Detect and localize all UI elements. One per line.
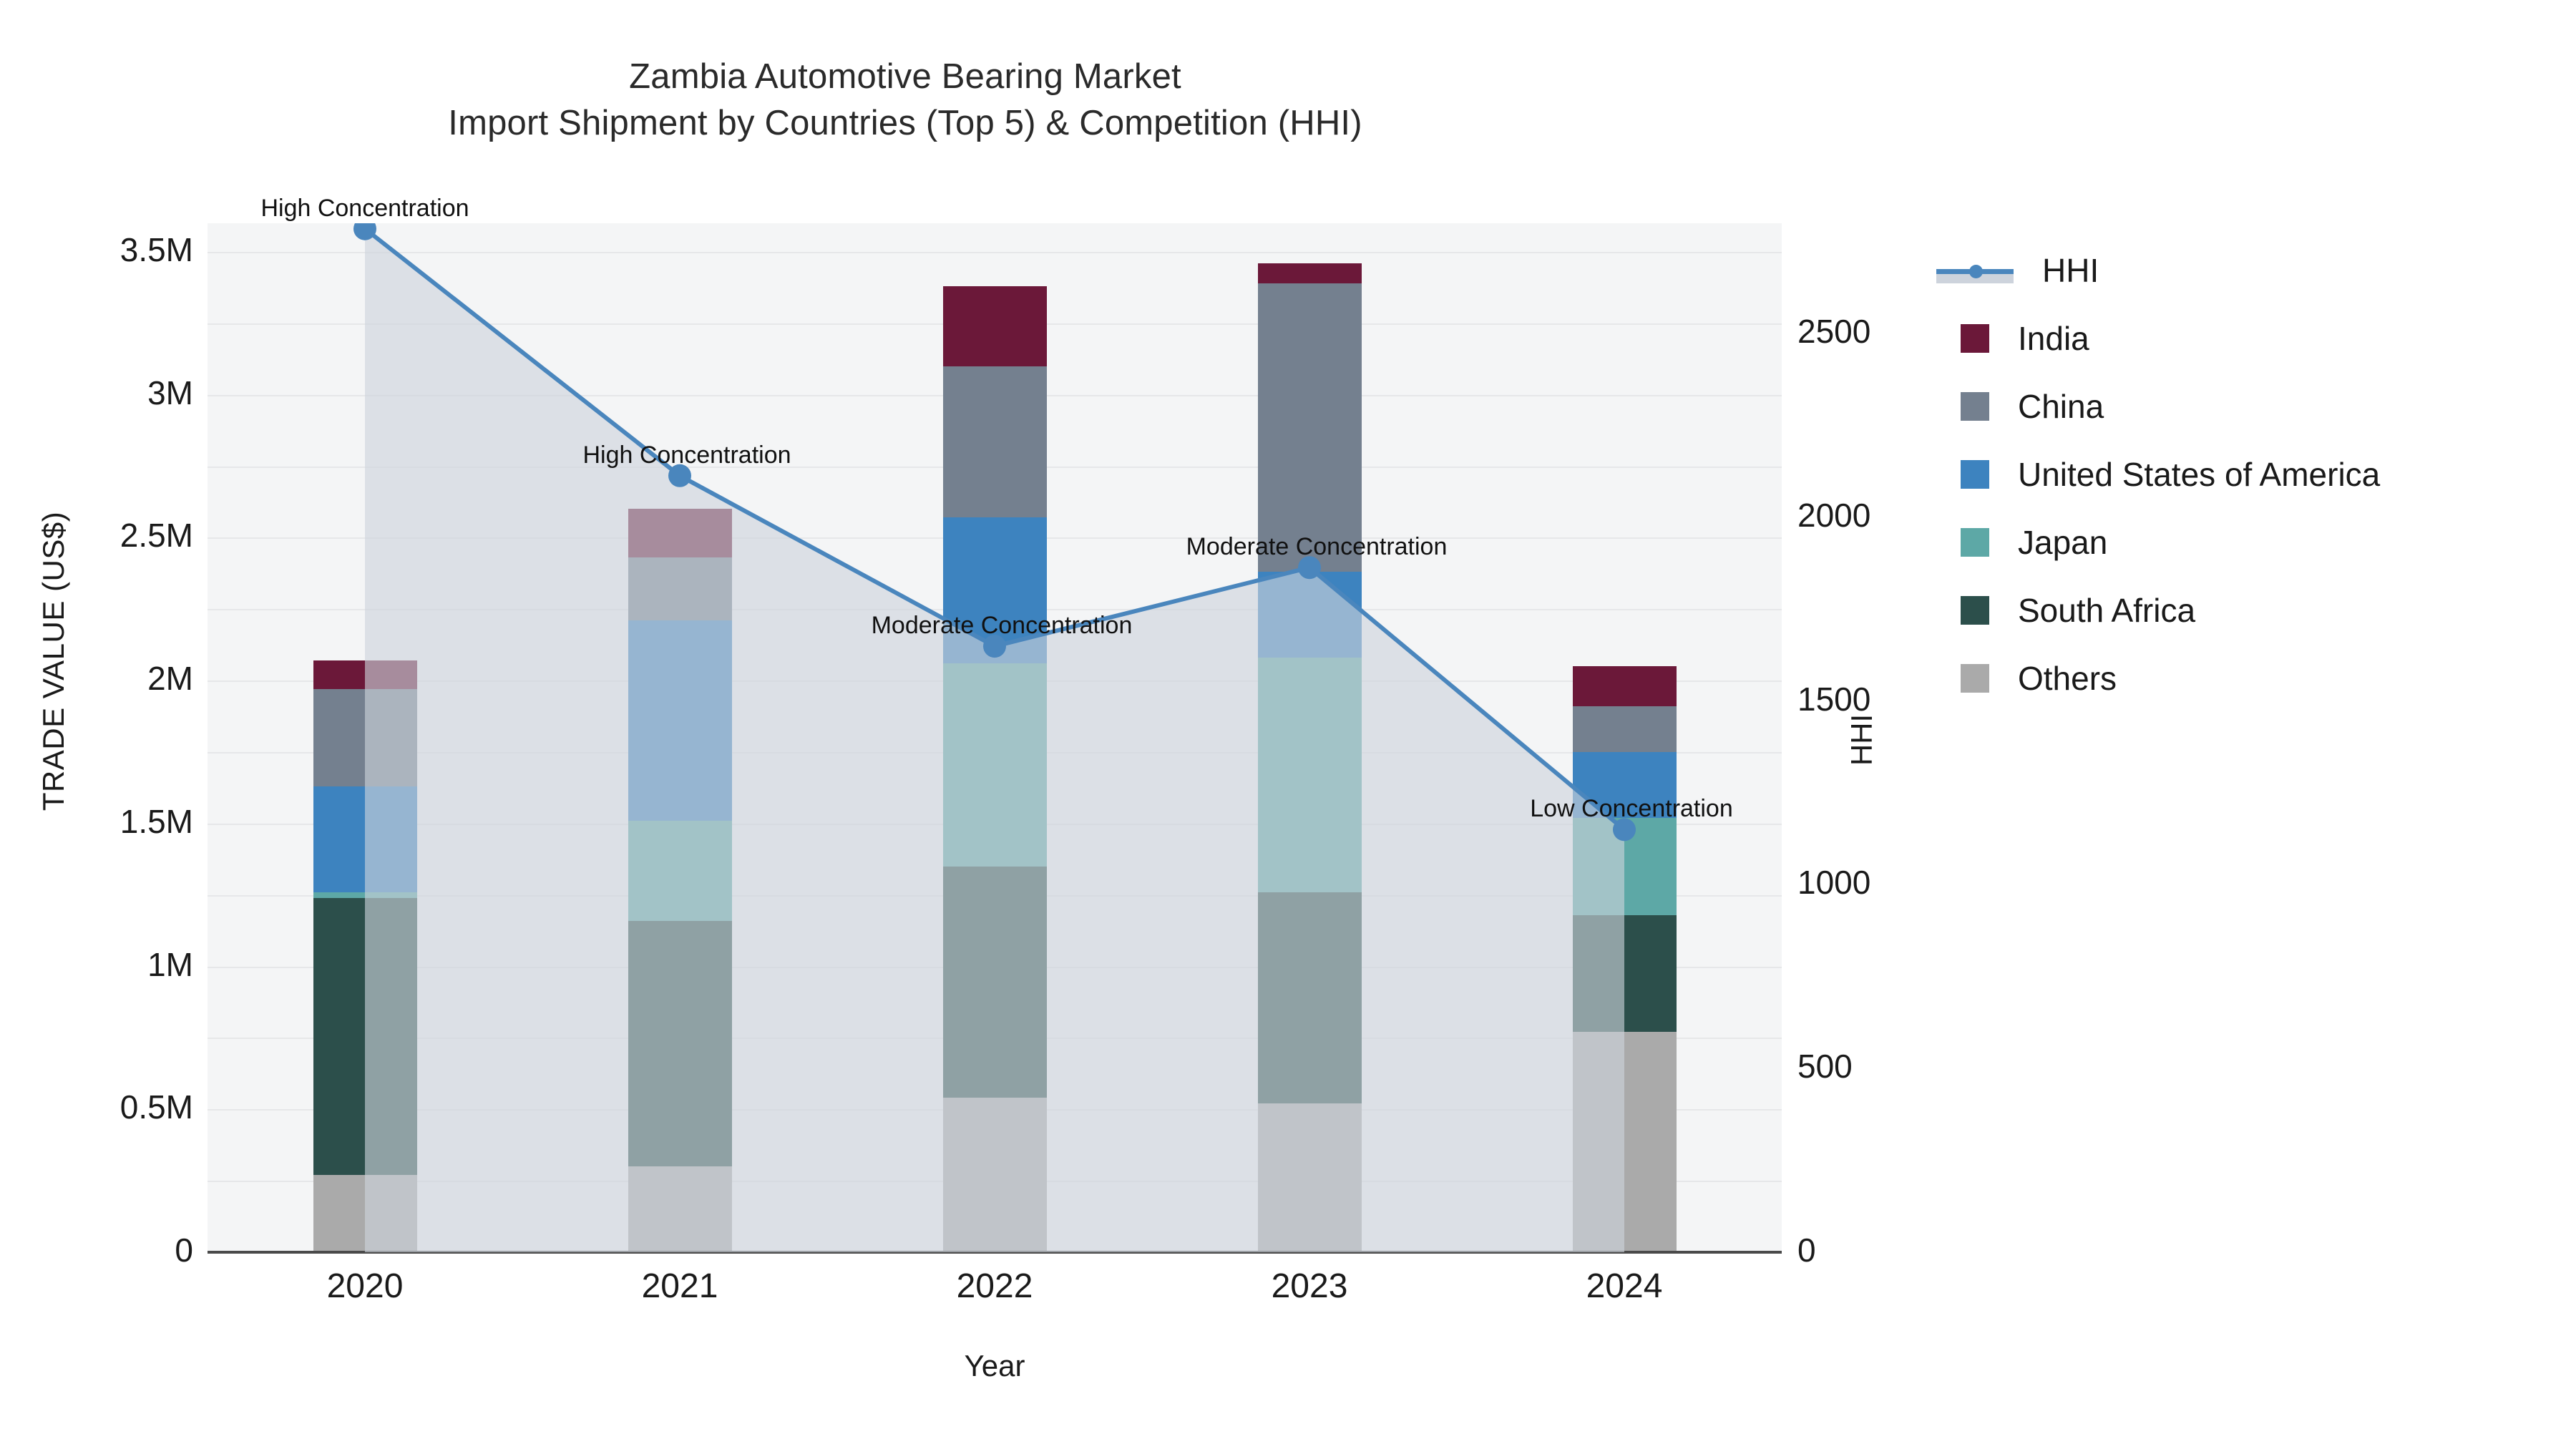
y-axis-right-tick: 0 [1797, 1231, 1816, 1269]
y-axis-right-tick: 2500 [1797, 313, 1871, 351]
concentration-annotation: Moderate Concentration [1186, 533, 1448, 561]
bar-segment[interactable] [942, 286, 1047, 366]
y-axis-left-tick: 3M [147, 374, 193, 411]
y-axis-right-label: HHI [1845, 713, 1878, 766]
legend-color-swatch [1961, 459, 1989, 489]
bar-segment[interactable] [1572, 1032, 1677, 1252]
legend-color-swatch [1961, 663, 1989, 693]
x-axis-tick: 2023 [1271, 1267, 1348, 1305]
y-axis-right-tick: 500 [1797, 1048, 1853, 1085]
y-axis-left-tick: 2.5M [119, 517, 193, 555]
y-axis-right-tick: 2000 [1797, 496, 1871, 534]
concentration-annotation: Low Concentration [1530, 795, 1733, 823]
bar-stack[interactable] [628, 509, 732, 1252]
y-axis-left-tick: 1M [147, 945, 193, 983]
bar-segment[interactable] [942, 663, 1047, 867]
legend-color-swatch [1961, 595, 1989, 625]
bar-segment[interactable] [628, 620, 732, 821]
y-axis-left-tick: 1.5M [119, 802, 193, 840]
legend-color-swatch [1961, 323, 1989, 353]
legend-item[interactable]: South Africa [1961, 576, 2562, 644]
concentration-annotation: Moderate Concentration [871, 612, 1133, 640]
legend-item[interactable]: HHI [1936, 236, 2562, 304]
bar-segment[interactable] [942, 366, 1047, 518]
bar-segment[interactable] [313, 892, 417, 898]
y-axis-left-label: TRADE VALUE (US$) [36, 511, 70, 811]
bar-segment[interactable] [1257, 263, 1362, 283]
bar-stack[interactable] [1572, 666, 1677, 1252]
bar-segment[interactable] [313, 660, 417, 690]
y-axis-right-tick: 1500 [1797, 680, 1871, 718]
legend-item[interactable]: Others [1961, 644, 2562, 712]
x-axis-line [208, 1251, 1782, 1254]
legend-line-swatch [1936, 256, 2014, 285]
bar-segment[interactable] [628, 820, 732, 921]
bar-segment[interactable] [1572, 666, 1677, 707]
bar-segment[interactable] [942, 866, 1047, 1098]
bar-segment[interactable] [1257, 1103, 1362, 1252]
bar-stack[interactable] [1257, 263, 1362, 1252]
y-axis-left-tick: 2M [147, 660, 193, 698]
x-axis-tick: 2022 [956, 1267, 1033, 1305]
bar-segment[interactable] [1572, 817, 1677, 915]
legend-label: United States of America [2018, 455, 2381, 493]
bar-segment[interactable] [1257, 892, 1362, 1104]
bar-segment[interactable] [1257, 572, 1362, 658]
legend-color-swatch [1961, 527, 1989, 557]
bar-segment[interactable] [628, 920, 732, 1167]
y-axis-right-tick: 1000 [1797, 864, 1871, 902]
concentration-annotation: High Concentration [260, 194, 469, 222]
x-axis-tick: 2024 [1586, 1267, 1663, 1305]
bar-segment[interactable] [1257, 283, 1362, 572]
bar-segment[interactable] [313, 786, 417, 892]
bar-segment[interactable] [628, 557, 732, 621]
legend-label: China [2018, 387, 2104, 425]
bar-segment[interactable] [1572, 914, 1677, 1033]
legend-color-swatch [1961, 391, 1989, 421]
bar-segment[interactable] [1257, 658, 1362, 892]
chart-title: Zambia Automotive Bearing Market Import … [0, 54, 1810, 146]
legend-item[interactable]: United States of America [1961, 440, 2562, 508]
bar-segment[interactable] [313, 689, 417, 786]
chart-title-line-1: Zambia Automotive Bearing Market [629, 57, 1181, 96]
bar-segment[interactable] [942, 517, 1047, 664]
chart-legend: HHI India China United States of America Jap… [1936, 236, 2562, 712]
legend-label: Others [2018, 659, 2117, 697]
bar-segment[interactable] [313, 1175, 417, 1252]
bar-segment[interactable] [628, 1166, 732, 1252]
y-axis-left-tick: 3.5M [119, 230, 193, 268]
bar-segment[interactable] [942, 1098, 1047, 1252]
x-axis-tick: 2021 [641, 1267, 718, 1305]
legend-label: Japan [2018, 523, 2108, 561]
legend-label: India [2018, 319, 2089, 357]
x-axis-tick: 2020 [326, 1267, 404, 1305]
legend-item[interactable]: Japan [1961, 508, 2562, 576]
chart-title-line-2: Import Shipment by Countries (Top 5) & C… [448, 103, 1362, 142]
concentration-annotation: High Concentration [582, 441, 791, 469]
legend-item[interactable]: China [1961, 372, 2562, 440]
bar-stack[interactable] [942, 286, 1047, 1252]
y-axis-left-tick: 0.5M [119, 1088, 193, 1126]
plot-area [208, 223, 1782, 1254]
bar-segment[interactable] [628, 509, 732, 558]
bar-stack[interactable] [313, 660, 417, 1252]
gridline [208, 251, 1782, 253]
bar-segment[interactable] [313, 897, 417, 1176]
legend-item[interactable]: India [1961, 304, 2562, 372]
legend-label: HHI [2042, 251, 2099, 289]
legend-label: South Africa [2018, 591, 2196, 629]
bar-segment[interactable] [1572, 706, 1677, 752]
x-axis-label: Year [964, 1349, 1025, 1382]
y-axis-left-tick: 0 [175, 1231, 193, 1269]
